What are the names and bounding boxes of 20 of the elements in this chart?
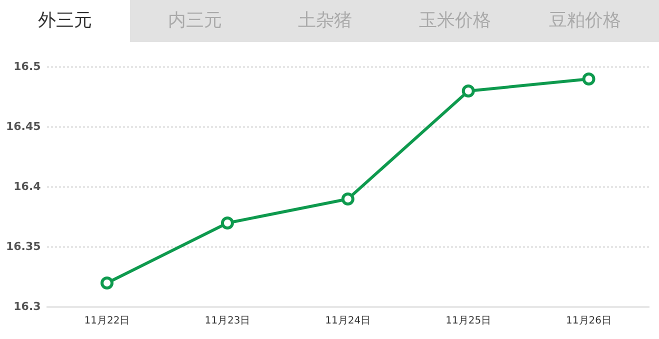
y-tick-label: 16.5 — [14, 60, 41, 73]
point — [100, 276, 114, 290]
y-tick-label: 16.4 — [14, 180, 42, 193]
x-tick-label: 11月23日 — [204, 316, 250, 327]
text: 豆粕价格 — [548, 9, 622, 33]
x-tick-label: 11月22日 — [84, 316, 130, 327]
x-tick-label: 11月25日 — [446, 316, 492, 327]
point — [462, 84, 475, 98]
point — [582, 72, 596, 86]
chart-title: 外三元 — [0, 0, 130, 42]
y-tick-label: 16.35 — [6, 240, 41, 253]
text: 玉米价格 — [418, 9, 492, 33]
x-tick-label: 11月26日 — [566, 316, 612, 327]
y-tick-label: 16.3 — [14, 300, 41, 313]
text: 内三元 — [167, 9, 223, 33]
text: 土杂猪 — [297, 9, 353, 33]
y-tick-label: 16.45 — [6, 120, 41, 133]
point — [220, 216, 234, 230]
point — [341, 192, 354, 206]
x-tick-label: 11月24日 — [325, 316, 371, 327]
